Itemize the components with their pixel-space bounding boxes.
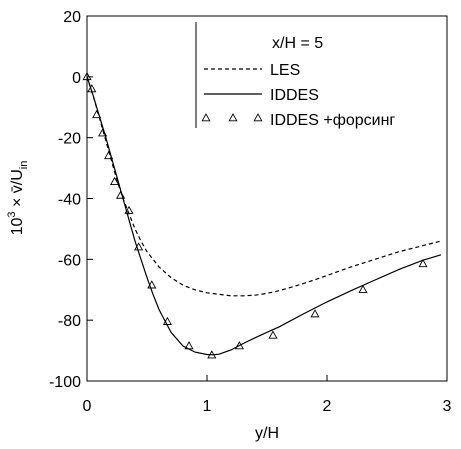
- marker-iddes-forcing: [358, 284, 368, 293]
- marker-iddes-forcing: [92, 109, 102, 119]
- marker-iddes-forcing: [147, 280, 157, 289]
- marker-iddes-forcing: [268, 330, 278, 339]
- x-axis-label: y/H: [255, 425, 279, 442]
- y-tick-label: 0: [72, 70, 81, 87]
- marker-iddes-forcing: [234, 341, 244, 350]
- series-line-les: [86, 76, 442, 297]
- marker-iddes-forcing: [98, 128, 108, 137]
- legend-annotation: x/H = 5: [272, 35, 323, 52]
- y-tick-label: -80: [58, 313, 81, 330]
- marker-iddes-forcing: [87, 84, 97, 93]
- y-axis-label-base: 10: [9, 217, 26, 235]
- y-tick-label: 20: [63, 9, 81, 26]
- marker-iddes-forcing: [310, 309, 320, 318]
- x-ticks: 0 1 2 3: [83, 375, 452, 415]
- y-axis-label-subscript: in: [18, 161, 30, 170]
- x-tick-label: 0: [83, 398, 92, 415]
- y-tick-label: -60: [58, 252, 81, 269]
- plot-markers: [82, 71, 428, 359]
- marker-iddes-forcing: [162, 316, 172, 325]
- marker-iddes-forcing: [418, 258, 428, 268]
- y-tick-label: -40: [58, 192, 81, 209]
- y-axis-label-quantity: × v̄/U: [9, 169, 26, 211]
- plot-lines: [86, 76, 442, 356]
- marker-iddes-forcing: [110, 176, 120, 186]
- y-tick-label: -20: [58, 131, 81, 148]
- y-axis-label: 103 × v̄/Uin: [6, 161, 30, 236]
- legend-marker-triangle: [253, 113, 263, 122]
- x-tick-label: 1: [203, 398, 212, 415]
- legend-marker-triangle: [201, 113, 211, 122]
- legend-marker-triangle: [228, 113, 238, 122]
- legend-swatch-forcing: [201, 113, 263, 122]
- y-ticks: 20 0 -20 -40 -60 -80 -100: [49, 9, 93, 391]
- series-line-iddes: [86, 76, 442, 356]
- marker-iddes-forcing: [134, 242, 144, 251]
- legend: x/H = 5 LES IDDES IDDES +форсинг: [195, 22, 395, 129]
- marker-iddes-forcing: [104, 150, 114, 160]
- legend-label-iddes: IDDES: [270, 87, 319, 104]
- marker-iddes-forcing: [124, 205, 134, 214]
- legend-label-les: LES: [270, 62, 300, 79]
- x-tick-label: 2: [323, 398, 332, 415]
- y-tick-label: -100: [49, 374, 81, 391]
- marker-iddes-forcing: [116, 190, 126, 199]
- marker-iddes-forcing: [207, 350, 217, 359]
- plot-frame: [86, 15, 448, 382]
- x-tick-label: 3: [443, 398, 452, 415]
- y-axis-label-exponent: 3: [6, 211, 18, 217]
- legend-label-iddes-forcing: IDDES +форсинг: [270, 112, 395, 129]
- marker-iddes-forcing: [184, 341, 194, 350]
